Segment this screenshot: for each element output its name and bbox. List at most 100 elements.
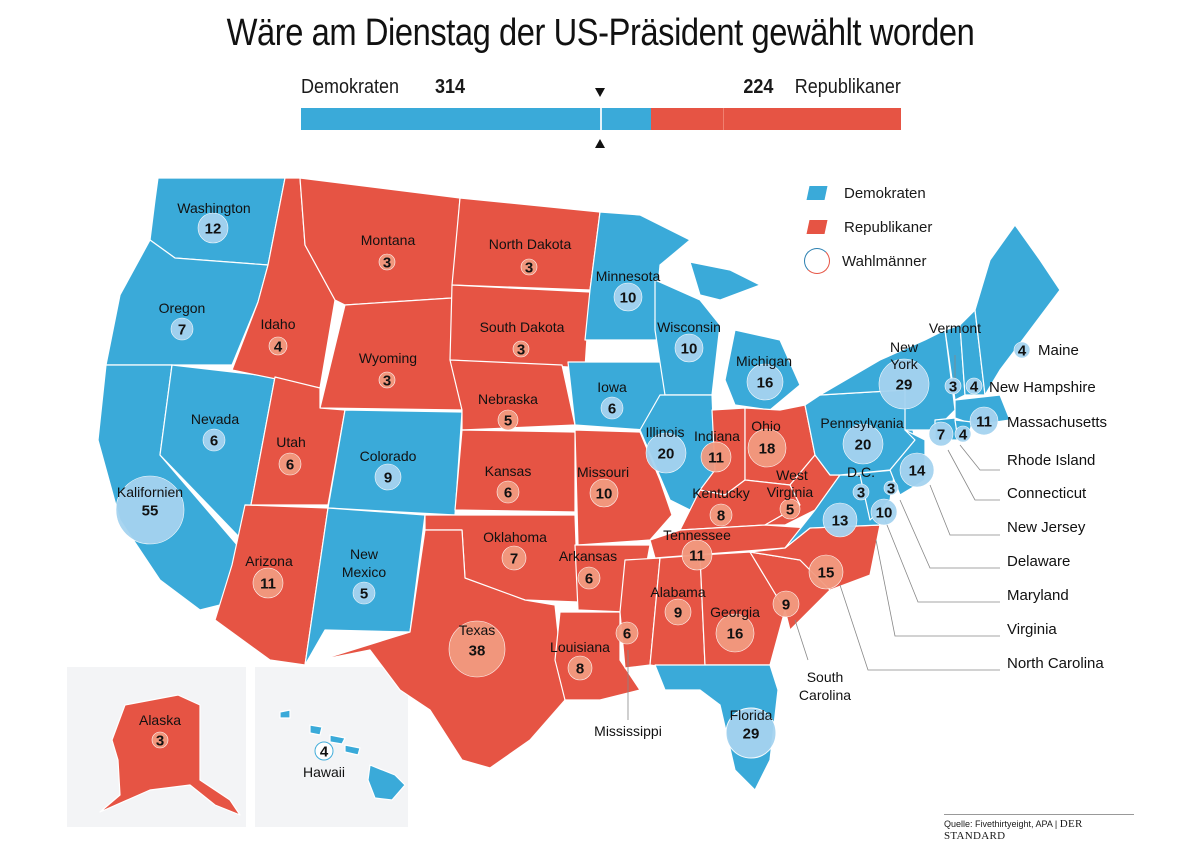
label-alabama: Alabama	[650, 584, 705, 600]
dem-label: Demokraten	[301, 76, 400, 98]
label-utah: Utah	[276, 434, 306, 450]
ev-kentucky: 8	[717, 508, 725, 525]
dem-votes: 314	[435, 76, 466, 98]
label-arizona: Arizona	[245, 553, 293, 569]
callout-northcarolina: North Carolina	[1007, 655, 1104, 672]
ev-iowa: 6	[608, 401, 616, 418]
ev-vermont: 3	[949, 379, 957, 396]
callout-massachusetts: Massachusetts	[1007, 414, 1107, 431]
callout-connecticut: Connecticut	[1007, 485, 1087, 502]
ev-illinois: 20	[658, 446, 675, 463]
legend-item-rep: Republikaner	[806, 210, 932, 244]
ev-mississippi: 6	[623, 626, 631, 643]
ev-wisconsin: 10	[681, 341, 698, 358]
ev-missouri: 10	[596, 486, 613, 503]
ev-connecticut: 7	[937, 427, 945, 444]
state-kansas[interactable]	[454, 429, 576, 513]
ev-southcarolina: 9	[782, 597, 790, 614]
callout-rhodeisland: Rhode Island	[1007, 452, 1095, 469]
ev-indiana: 11	[708, 450, 724, 467]
callout-maine: Maine	[1038, 342, 1079, 359]
state-michigan-up[interactable]	[689, 261, 761, 301]
ev-newmexico: 5	[360, 586, 368, 603]
electoral-scoreboard: Demokraten 314 224 Republikaner	[301, 72, 901, 152]
label-dc: D.C.	[847, 464, 875, 480]
ev-oregon: 7	[178, 322, 186, 339]
ev-rhodeisland: 4	[959, 427, 968, 444]
ev-northdakota: 3	[525, 260, 533, 277]
ev-montana: 3	[383, 255, 391, 272]
ev-dc: 3	[857, 485, 865, 502]
label-southcarolina-1: South	[807, 669, 844, 685]
ev-georgia: 16	[727, 626, 744, 643]
legend-item-electors: Wahlmänner	[804, 244, 932, 278]
label-washington: Washington	[177, 200, 250, 216]
ev-louisiana: 8	[576, 661, 584, 678]
ev-idaho: 4	[274, 339, 283, 356]
label-michigan: Michigan	[736, 353, 792, 369]
ev-southdakota: 3	[517, 342, 525, 359]
label-indiana: Indiana	[694, 428, 740, 444]
ev-alaska: 3	[156, 733, 164, 750]
ev-westvirginia: 5	[786, 502, 794, 519]
ev-northcarolina: 15	[818, 565, 835, 582]
ev-nevada: 6	[210, 433, 218, 450]
callout-delaware: Delaware	[1007, 553, 1070, 570]
ev-hawaii: 4	[320, 744, 329, 761]
state-hawaii[interactable]	[279, 709, 406, 801]
label-newmexico-2: Mexico	[342, 564, 387, 580]
label-arkansas: Arkansas	[559, 548, 617, 564]
ev-kansas: 6	[504, 485, 512, 502]
label-missouri: Missouri	[577, 464, 629, 480]
ev-maryland: 10	[876, 505, 893, 522]
state-maine[interactable]	[974, 224, 1061, 396]
ev-newjersey: 14	[909, 463, 926, 480]
state-texas[interactable]	[319, 529, 566, 769]
page-title: Wäre am Dienstag der US-Präsident gewähl…	[226, 12, 975, 54]
label-mississippi: Mississippi	[594, 723, 662, 739]
label-pennsylvania: Pennsylvania	[820, 415, 903, 431]
label-westvirginia-2: Virginia	[767, 484, 814, 500]
state-florida[interactable]	[654, 664, 779, 791]
label-hawaii: Hawaii	[303, 764, 345, 780]
ev-arkansas: 6	[585, 571, 593, 588]
brand-logo: DER STANDARD	[944, 818, 1083, 842]
elector-circle-icon	[804, 248, 830, 274]
callout-newjersey: New Jersey	[1007, 519, 1086, 536]
label-idaho: Idaho	[260, 316, 295, 332]
label-wisconsin: Wisconsin	[657, 319, 721, 335]
dem-bar-segment	[301, 108, 651, 130]
ev-massachusetts: 11	[976, 414, 992, 431]
rep-label: Republikaner	[794, 76, 901, 98]
label-alaska: Alaska	[139, 712, 181, 728]
label-florida: Florida	[730, 707, 773, 723]
ev-wyoming: 3	[383, 373, 391, 390]
ev-tennessee: 11	[689, 548, 705, 565]
state-nebraska[interactable]	[449, 359, 576, 431]
label-newyork-2: York	[890, 356, 919, 372]
label-illinois: Illinois	[646, 424, 685, 440]
rep-bar-segment	[651, 108, 901, 130]
label-montana: Montana	[361, 232, 416, 248]
label-northdakota: North Dakota	[489, 236, 572, 252]
ev-colorado: 9	[384, 470, 392, 487]
label-georgia: Georgia	[710, 604, 760, 620]
ev-pennsylvania: 20	[855, 437, 872, 454]
legend-item-dem: Demokraten	[806, 176, 932, 210]
label-kansas: Kansas	[485, 463, 532, 479]
label-westvirginia-1: West	[776, 467, 808, 483]
ev-newyork: 29	[896, 377, 913, 394]
label-kentucky: Kentucky	[692, 485, 750, 501]
label-newyork-1: New	[890, 339, 919, 355]
state-alaska[interactable]	[99, 694, 241, 816]
majority-marker-bottom-icon	[595, 139, 605, 148]
label-nebraska: Nebraska	[478, 391, 538, 407]
label-oklahoma: Oklahoma	[483, 529, 547, 545]
label-oregon: Oregon	[159, 300, 206, 316]
ev-ohio: 18	[759, 441, 776, 458]
state-oregon[interactable]	[105, 239, 269, 366]
ev-alabama: 9	[674, 605, 682, 622]
vote-bar	[301, 108, 901, 130]
ev-florida: 29	[743, 726, 760, 743]
